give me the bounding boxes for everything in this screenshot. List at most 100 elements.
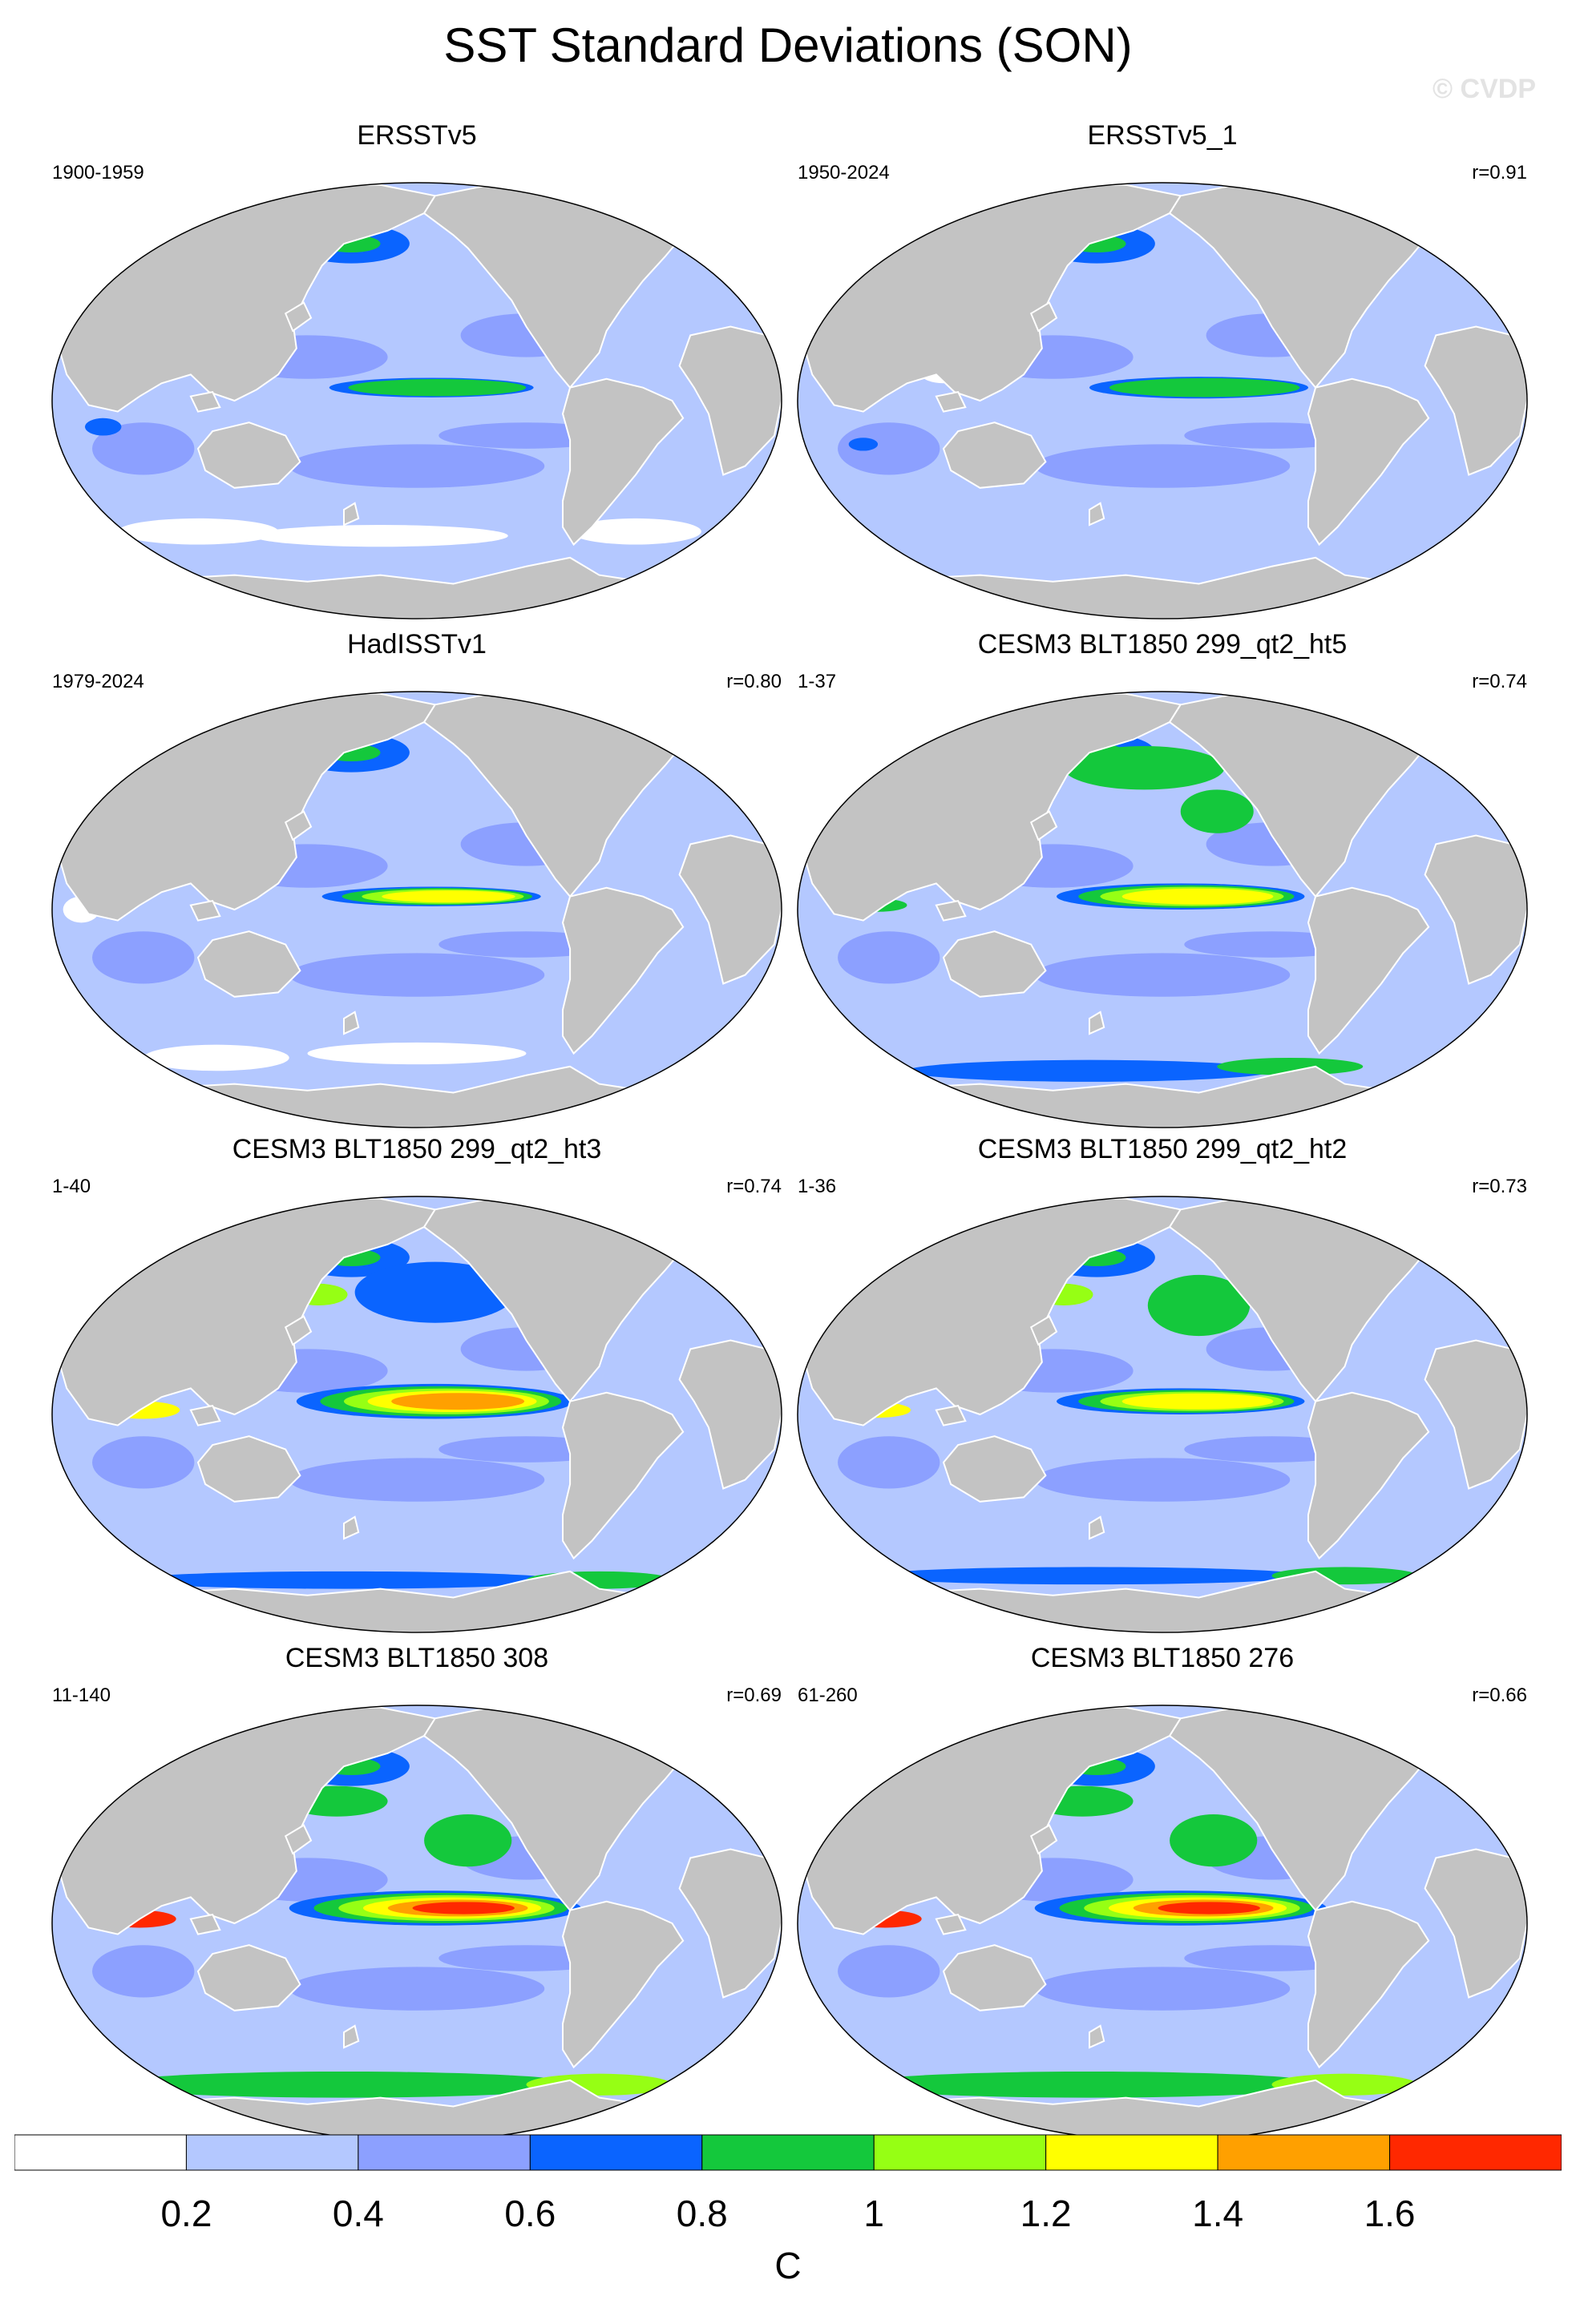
land-samerica — [1307, 1900, 1430, 2069]
colorbar-segment — [358, 2134, 531, 2171]
land-borneo — [935, 1404, 967, 1426]
panel-title: CESM3 BLT1850 299_qt2_ht3 — [232, 1134, 602, 1164]
land-greenland — [1387, 190, 1470, 240]
colorbar-segment — [701, 2134, 875, 2171]
land-australia — [196, 422, 301, 489]
colorbar-tick-label: 0.6 — [504, 2193, 556, 2234]
land-greenland — [1387, 699, 1470, 749]
panel-title: HadISSTv1 — [347, 629, 487, 660]
colorbar-tick-label: 1.6 — [1364, 2193, 1416, 2234]
world-map — [797, 1705, 1528, 2142]
world-map — [51, 1705, 782, 2142]
land-nz — [343, 1515, 360, 1540]
land-australia — [196, 1435, 301, 1503]
land-japan — [1029, 1824, 1058, 1855]
land-samerica — [561, 886, 685, 1055]
map-panel: CESM3 BLT1850 299_qt2_ht3 1-40 r=0.74 — [44, 1134, 790, 1659]
land-samerica — [1307, 377, 1430, 547]
land-australia — [942, 1944, 1047, 2011]
colorbar-segment — [185, 2134, 359, 2171]
land-australia — [196, 930, 301, 998]
colorbar-tick-label: 1.4 — [1192, 2193, 1244, 2234]
land-borneo — [935, 899, 967, 922]
land-japan — [284, 1315, 313, 1346]
colorbar-segment — [1045, 2134, 1218, 2171]
panel-period: 1-37 — [798, 671, 837, 692]
land-samerica — [1307, 886, 1430, 1055]
land-australia — [942, 930, 1047, 998]
cvdp-watermark: © CVDP — [1433, 74, 1536, 104]
land-australia — [196, 1944, 301, 2011]
pattern-correlation: r=0.69 — [726, 1684, 782, 1706]
figure-title: SST Standard Deviations (SON) — [443, 18, 1133, 72]
land-japan — [284, 301, 313, 333]
pattern-correlation: r=0.91 — [1472, 162, 1527, 184]
land-australia — [942, 1435, 1047, 1503]
colorbar — [14, 2134, 1562, 2171]
world-map — [797, 1196, 1528, 1633]
land-borneo — [189, 390, 221, 413]
land-greenland — [641, 699, 725, 749]
land-samerica — [561, 377, 685, 547]
colorbar-tick-label: 1 — [863, 2193, 885, 2234]
world-map — [51, 182, 782, 619]
land-borneo — [189, 1913, 221, 1935]
land-japan — [1029, 1315, 1058, 1346]
pattern-correlation: r=0.66 — [1472, 1684, 1527, 1706]
land-borneo — [935, 390, 967, 413]
panel-period: 1-40 — [52, 1176, 91, 1197]
panel-period: 1950-2024 — [798, 162, 890, 184]
land-nz — [1089, 1011, 1105, 1035]
panel-title: CESM3 BLT1850 276 — [1030, 1643, 1295, 1673]
land-japan — [284, 1824, 313, 1855]
land-borneo — [189, 1404, 221, 1426]
colorbar-unit-label: C — [774, 2245, 802, 2286]
map-panel: CESM3 BLT1850 308 11-140 r=0.69 — [44, 1643, 790, 2168]
land-greenland — [641, 190, 725, 240]
pattern-correlation: r=0.80 — [726, 671, 782, 692]
colorbar-segment — [14, 2134, 187, 2171]
pattern-correlation: r=0.74 — [1472, 671, 1527, 692]
world-map — [797, 691, 1528, 1128]
land-borneo — [935, 1913, 967, 1935]
panel-period: 1979-2024 — [52, 671, 144, 692]
land-greenland — [1387, 1713, 1470, 1763]
land-greenland — [641, 1713, 725, 1763]
land-nz — [343, 1011, 360, 1035]
panel-title: CESM3 BLT1850 299_qt2_ht5 — [977, 629, 1348, 660]
world-map — [51, 1196, 782, 1633]
map-panel: CESM3 BLT1850 299_qt2_ht2 1-36 r=0.73 — [790, 1134, 1535, 1659]
land-borneo — [189, 899, 221, 922]
pattern-correlation: r=0.73 — [1472, 1176, 1527, 1197]
colorbar-tick-label: 0.2 — [160, 2193, 212, 2234]
panel-period: 1900-1959 — [52, 162, 144, 184]
land-nz — [1089, 502, 1105, 527]
panel-title: ERSSTv5_1 — [1087, 120, 1238, 151]
panel-period: 11-140 — [52, 1684, 111, 1706]
panel-period: 1-36 — [798, 1176, 837, 1197]
land-nz — [1089, 2024, 1105, 2049]
colorbar-segment — [873, 2134, 1047, 2171]
land-samerica — [561, 1900, 685, 2069]
colorbar-segment — [529, 2134, 703, 2171]
map-panel: HadISSTv1 1979-2024 r=0.80 — [44, 629, 790, 1154]
map-panel: CESM3 BLT1850 276 61-260 r=0.66 — [790, 1643, 1535, 2168]
panel-period: 61-260 — [798, 1684, 858, 1706]
land-japan — [1029, 301, 1058, 333]
colorbar-tick-label: 0.4 — [332, 2193, 384, 2234]
colorbar-segment — [1389, 2134, 1562, 2171]
map-panel: CESM3 BLT1850 299_qt2_ht5 1-37 r=0.74 — [790, 629, 1535, 1154]
land-australia — [942, 422, 1047, 489]
panel-title: CESM3 BLT1850 299_qt2_ht2 — [977, 1134, 1348, 1164]
panel-title: CESM3 BLT1850 308 — [285, 1643, 549, 1673]
colorbar-tick-label: 1.2 — [1020, 2193, 1072, 2234]
world-map — [51, 691, 782, 1128]
land-samerica — [1307, 1391, 1430, 1560]
world-map — [797, 182, 1528, 619]
land-japan — [1029, 810, 1058, 841]
land-nz — [343, 2024, 360, 2049]
map-panel: ERSSTv5_1 1950-2024 r=0.91 — [790, 120, 1535, 645]
map-panel: ERSSTv5 1900-1959 — [44, 120, 790, 645]
land-japan — [284, 810, 313, 841]
land-nz — [343, 502, 360, 527]
